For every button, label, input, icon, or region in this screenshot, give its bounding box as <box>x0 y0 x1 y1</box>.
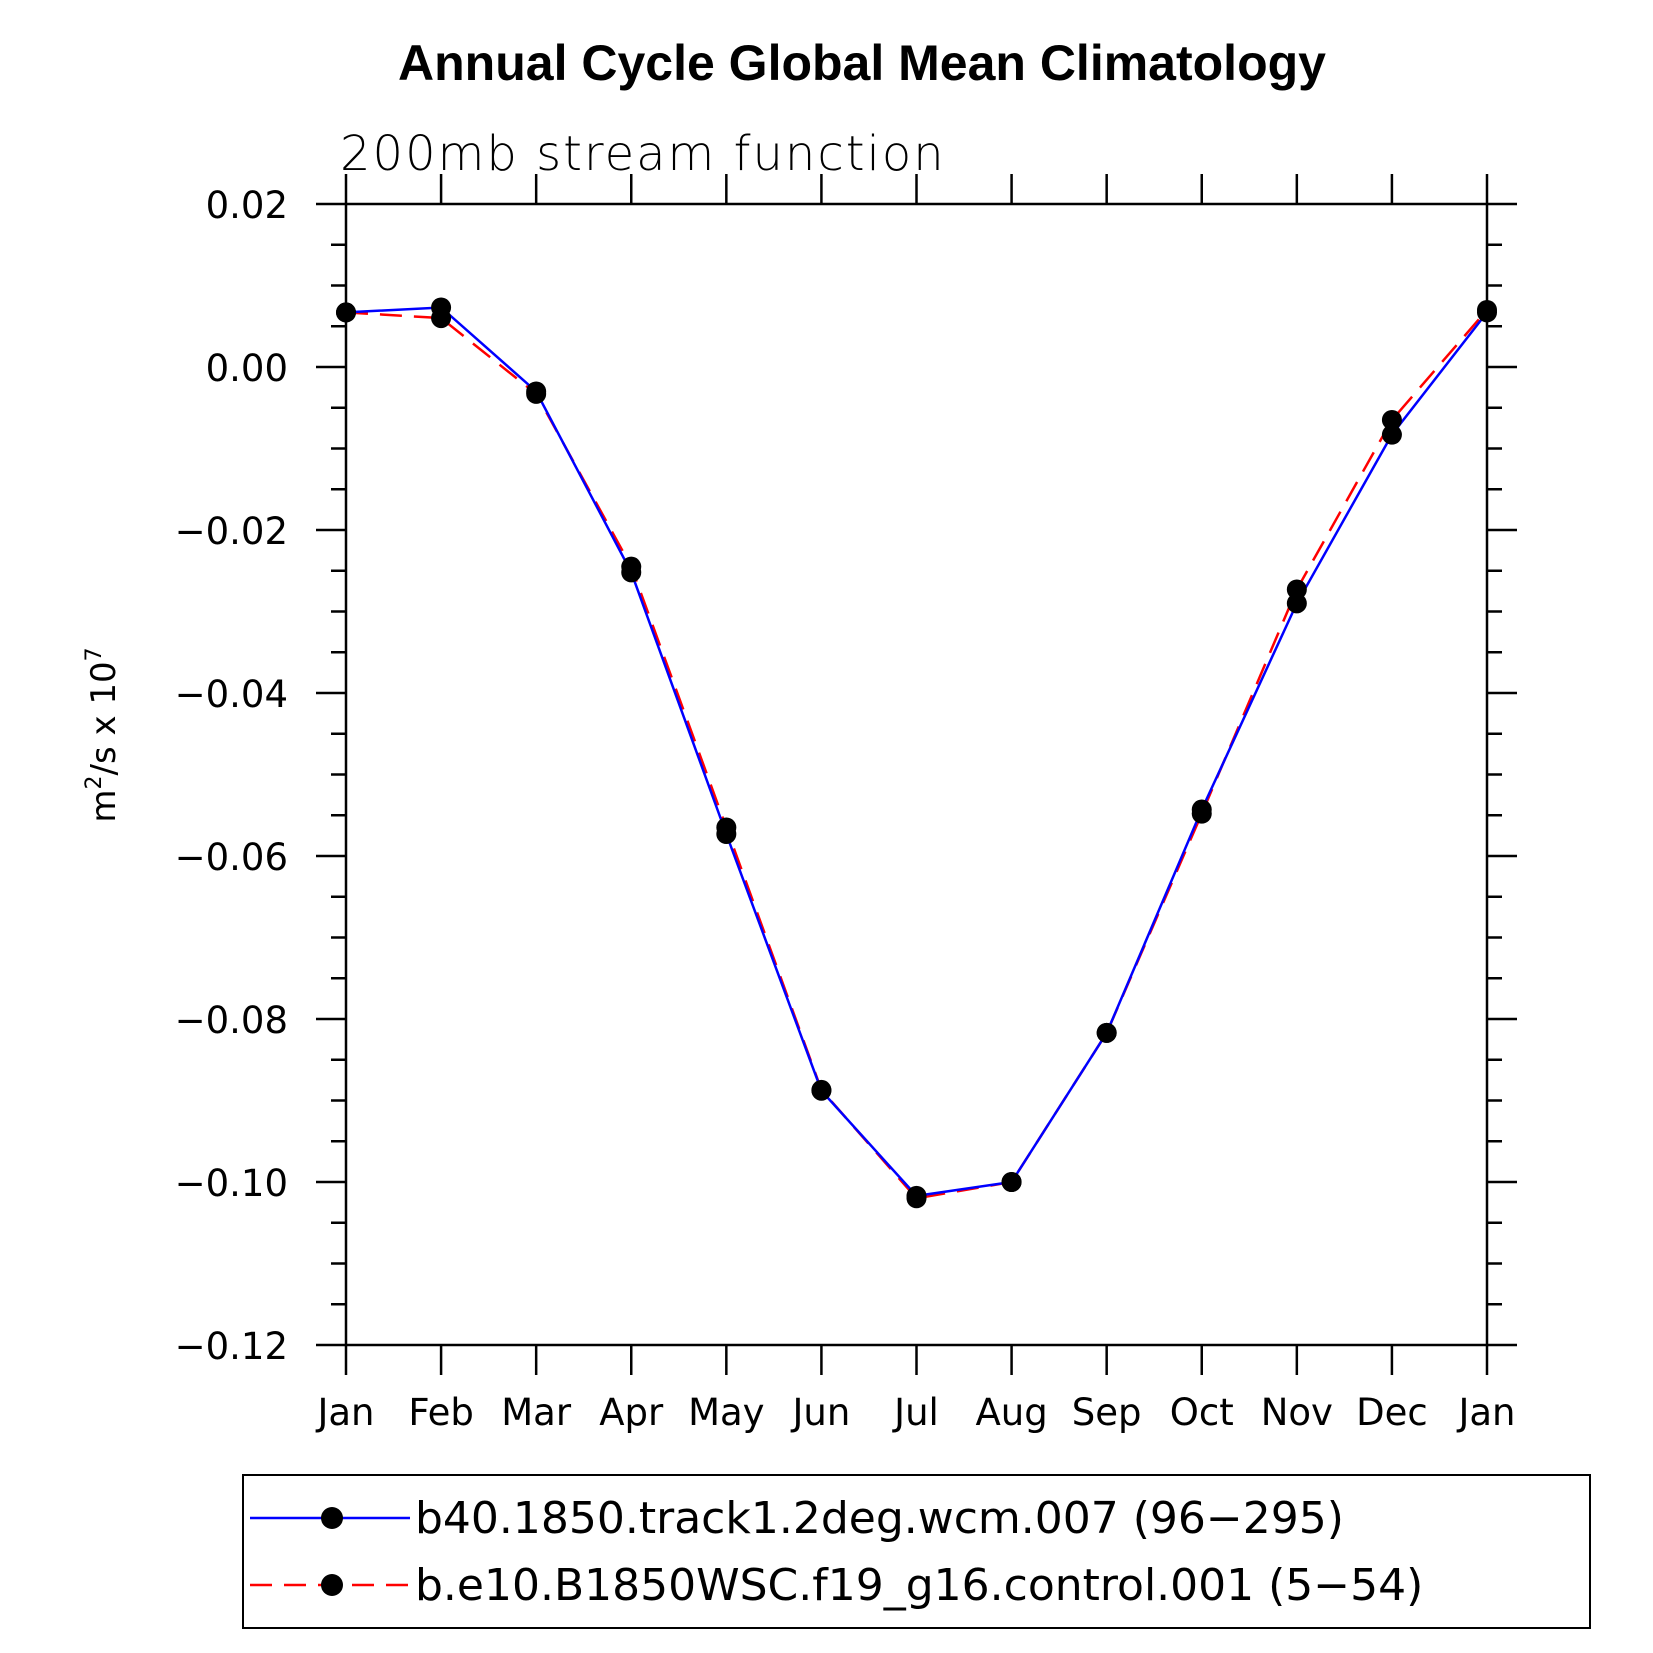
series-1-point <box>1286 593 1307 614</box>
y-tick-label: 0.00 <box>206 347 288 390</box>
y-tick-label: −0.06 <box>175 836 288 879</box>
axis-tick-labels: 0.02 0.00 −0.02 −0.04 −0.06 −0.08 −0.10 −0.12 Ja… <box>175 184 1516 1434</box>
series-2-point <box>1191 803 1212 824</box>
y-tick-label: −0.02 <box>175 510 288 553</box>
series-2-point <box>431 308 452 329</box>
axis-ticks <box>316 174 1517 1375</box>
y-tick-label: 0.02 <box>206 184 288 227</box>
x-tick-label: Feb <box>408 1391 474 1434</box>
legend: b40.1850.track1.2deg.wcm.007 (96−295) b.… <box>242 1474 1591 1629</box>
y-tick-label: −0.12 <box>175 1325 288 1368</box>
series-2-point <box>336 302 356 323</box>
chart-subtitle: 200mb stream function <box>340 126 946 182</box>
chart-title: Annual Cycle Global Mean Climatology <box>398 35 1326 91</box>
x-tick-label: May <box>688 1391 765 1434</box>
legend-marker-series-1 <box>321 1507 343 1529</box>
series-2-point <box>1381 409 1402 430</box>
series-2-point <box>906 1188 927 1209</box>
y-axis-label: m2/s x 107 <box>82 647 124 822</box>
legend-box <box>242 1474 1591 1629</box>
y-label-base: m <box>84 790 124 823</box>
series-2-point <box>1286 579 1307 600</box>
x-tick-label: Dec <box>1356 1391 1428 1434</box>
y-tick-label: −0.10 <box>175 1162 288 1205</box>
series-line-1 <box>345 306 1488 1198</box>
legend-label-series-2: b.e10.B1850WSC.f19_g16.control.001 (5−54… <box>415 1560 1423 1611</box>
x-tick-label: Sep <box>1072 1391 1142 1434</box>
y-label-mid: /s x 10 <box>84 661 124 775</box>
series-2-point <box>811 1079 832 1100</box>
series-line-2 <box>345 309 1488 1200</box>
y-tick-label: −0.04 <box>175 673 288 716</box>
x-tick-label: Mar <box>501 1391 572 1434</box>
x-tick-label: Aug <box>975 1391 1047 1434</box>
x-tick-label: Oct <box>1170 1391 1234 1434</box>
svg-text:m2/s x 107: m2/s x 107 <box>82 647 124 822</box>
x-tick-label: Apr <box>599 1391 664 1434</box>
series-2-point <box>716 817 737 838</box>
series-2-point <box>1001 1172 1022 1192</box>
x-tick-label: Jun <box>791 1391 851 1434</box>
x-tick-label: Jan <box>1456 1391 1515 1434</box>
x-tick-label: Jan <box>315 1391 374 1434</box>
legend-marker-series-2 <box>321 1574 343 1596</box>
y-tick-label: −0.08 <box>175 999 288 1042</box>
series-layer <box>336 297 1497 1209</box>
legend-label-series-1: b40.1850.track1.2deg.wcm.007 (96−295) <box>415 1493 1344 1544</box>
y-label-sup2: 7 <box>82 647 107 661</box>
y-label-sup: 2 <box>82 776 107 790</box>
x-tick-label: Jul <box>892 1391 939 1434</box>
series-2-point <box>621 556 642 577</box>
series-2-point <box>526 383 547 404</box>
series-2-point <box>1477 299 1497 320</box>
series-1-point <box>1381 424 1402 445</box>
series-2-point <box>1096 1022 1117 1043</box>
x-tick-label: Nov <box>1261 1391 1333 1434</box>
